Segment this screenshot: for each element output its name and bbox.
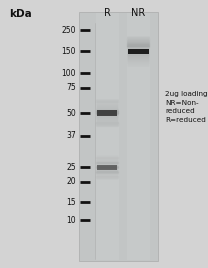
Text: 50: 50: [66, 109, 76, 118]
Text: 2ug loading
NR=Non-
reduced
R=reduced: 2ug loading NR=Non- reduced R=reduced: [165, 91, 208, 123]
Bar: [96, 13, 119, 260]
Bar: [128, 49, 149, 54]
Bar: [127, 13, 150, 260]
Text: 250: 250: [61, 25, 76, 35]
Text: NR: NR: [131, 8, 145, 17]
Bar: [79, 12, 158, 261]
Text: 20: 20: [66, 177, 76, 186]
Text: 25: 25: [66, 163, 76, 172]
Text: 15: 15: [66, 198, 76, 207]
Text: 10: 10: [66, 216, 76, 225]
Bar: [97, 110, 118, 116]
Text: 150: 150: [61, 47, 76, 56]
Text: kDa: kDa: [9, 9, 32, 18]
Text: 37: 37: [66, 131, 76, 140]
Bar: [97, 165, 118, 170]
Text: 75: 75: [66, 83, 76, 92]
Text: 100: 100: [61, 69, 76, 78]
Text: R: R: [104, 8, 111, 17]
